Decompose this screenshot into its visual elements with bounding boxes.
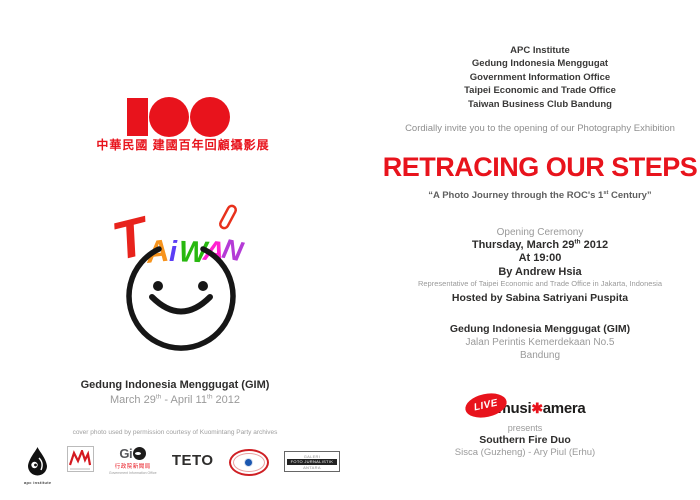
musikamera-logo: LIVE musi✱amera [380, 389, 670, 421]
presents-label: presents [507, 423, 543, 433]
photo-credit: cover photo used by permission courtesy … [72, 429, 278, 436]
venue-address: Jalan Perintis Kemerdekaan No.5 [465, 337, 615, 348]
gfja-logo: GALERI FOTO JURNALISTIK ANTARA [283, 446, 340, 472]
gio-wordmark: Gi [119, 446, 133, 461]
gfja-line: FOTO JURNALISTIK [286, 458, 337, 465]
gio-disc-icon [133, 447, 147, 460]
venue-name: Gedung Indonesia Menggugat (GIM) [80, 379, 270, 391]
gio-caption: Government Information Office [108, 471, 157, 475]
logo-digit-0 [190, 97, 230, 137]
organizers-list: APC Institute Gedung Indonesia Menggugat… [380, 44, 700, 111]
teto-wordmark: TETO [171, 452, 214, 469]
centenary-100-logo [127, 97, 230, 137]
venue-city: Bandung [519, 350, 561, 361]
taiwan-smiley-logo: T A i W A N [107, 204, 247, 351]
organizer-line: Taipei Economic and Trade Office [464, 85, 616, 97]
ceremony-host: Hosted by Sabina Satriyani Puspita [451, 291, 629, 304]
business-club-logo [228, 446, 269, 476]
smiley-face [126, 246, 236, 351]
logo-digit-0 [149, 97, 189, 137]
organizer-line: Taiwan Business Club Bandung [468, 98, 612, 110]
ceremony-label: Opening Ceremony [496, 227, 584, 238]
brush-accent [218, 204, 238, 230]
teto-logo: TETO [172, 446, 214, 469]
gfja-line: GALERI [303, 453, 321, 459]
star-icon: ✱ [531, 399, 543, 416]
apc-emblem-icon [28, 447, 48, 476]
gio-logo: Gi 行政院新聞局 Government Information Office [109, 446, 157, 475]
centenary-chinese-caption: 中華民國 建國百年回顧攝影展 [96, 138, 270, 152]
organizer-line: APC Institute [510, 45, 570, 56]
gfja-line: ANTARA [303, 464, 321, 470]
exhibition-subtitle: “A Photo Journey through the ROC's 1st C… [428, 189, 652, 201]
club-oval-icon [228, 449, 269, 476]
performance-block: LIVE musi✱amera presents Southern Fire D… [380, 389, 670, 458]
speaker-title: Representative of Taipei Economic and Tr… [417, 278, 663, 288]
taiwan-letter: i [169, 236, 178, 268]
gio-chinese: 行政院新聞局 [114, 464, 151, 470]
live-label: LIVE [472, 397, 499, 413]
organizer-line: Gedung Indonesia Menggugat [471, 58, 609, 70]
ceremony-time: At 19:00 [518, 252, 562, 265]
ceremony-block: Opening Ceremony Thursday, March 29th 20… [380, 226, 700, 305]
club-center-emblem [244, 458, 254, 467]
organizer-line: Government Information Office [469, 71, 611, 83]
ceremony-speaker: By Andrew Hsia [498, 265, 582, 278]
logo-digit-1 [127, 98, 148, 136]
exhibition-dates: March 29th - April 11th 2012 [109, 393, 241, 406]
ceremony-date: Thursday, March 29th 2012 [471, 238, 609, 252]
left-venue-block: Gedung Indonesia Menggugat (GIM) March 2… [25, 379, 325, 406]
apc-caption: apc institute [24, 480, 52, 485]
sponsor-logos-row: apc institute Gi 行政院新聞局 Government Infor… [24, 446, 340, 485]
band-members: Sisca (Guzheng) - Ary Piul (Erhu) [454, 447, 596, 458]
exhibition-title: RETRACING OUR STEPS [382, 152, 698, 182]
red-m-icon [69, 449, 92, 465]
venue-name: Gedung Indonesia Menggugat (GIM) [449, 323, 631, 335]
musikamera-wordmark: musi✱amera [497, 399, 586, 417]
band-name: Southern Fire Duo [479, 434, 571, 446]
invite-line: Cordially invite you to the opening of o… [405, 123, 675, 134]
gim-logo [66, 446, 94, 472]
right-venue-block: Gedung Indonesia Menggugat (GIM) Jalan P… [380, 323, 700, 362]
apc-institute-logo: apc institute [24, 446, 51, 485]
